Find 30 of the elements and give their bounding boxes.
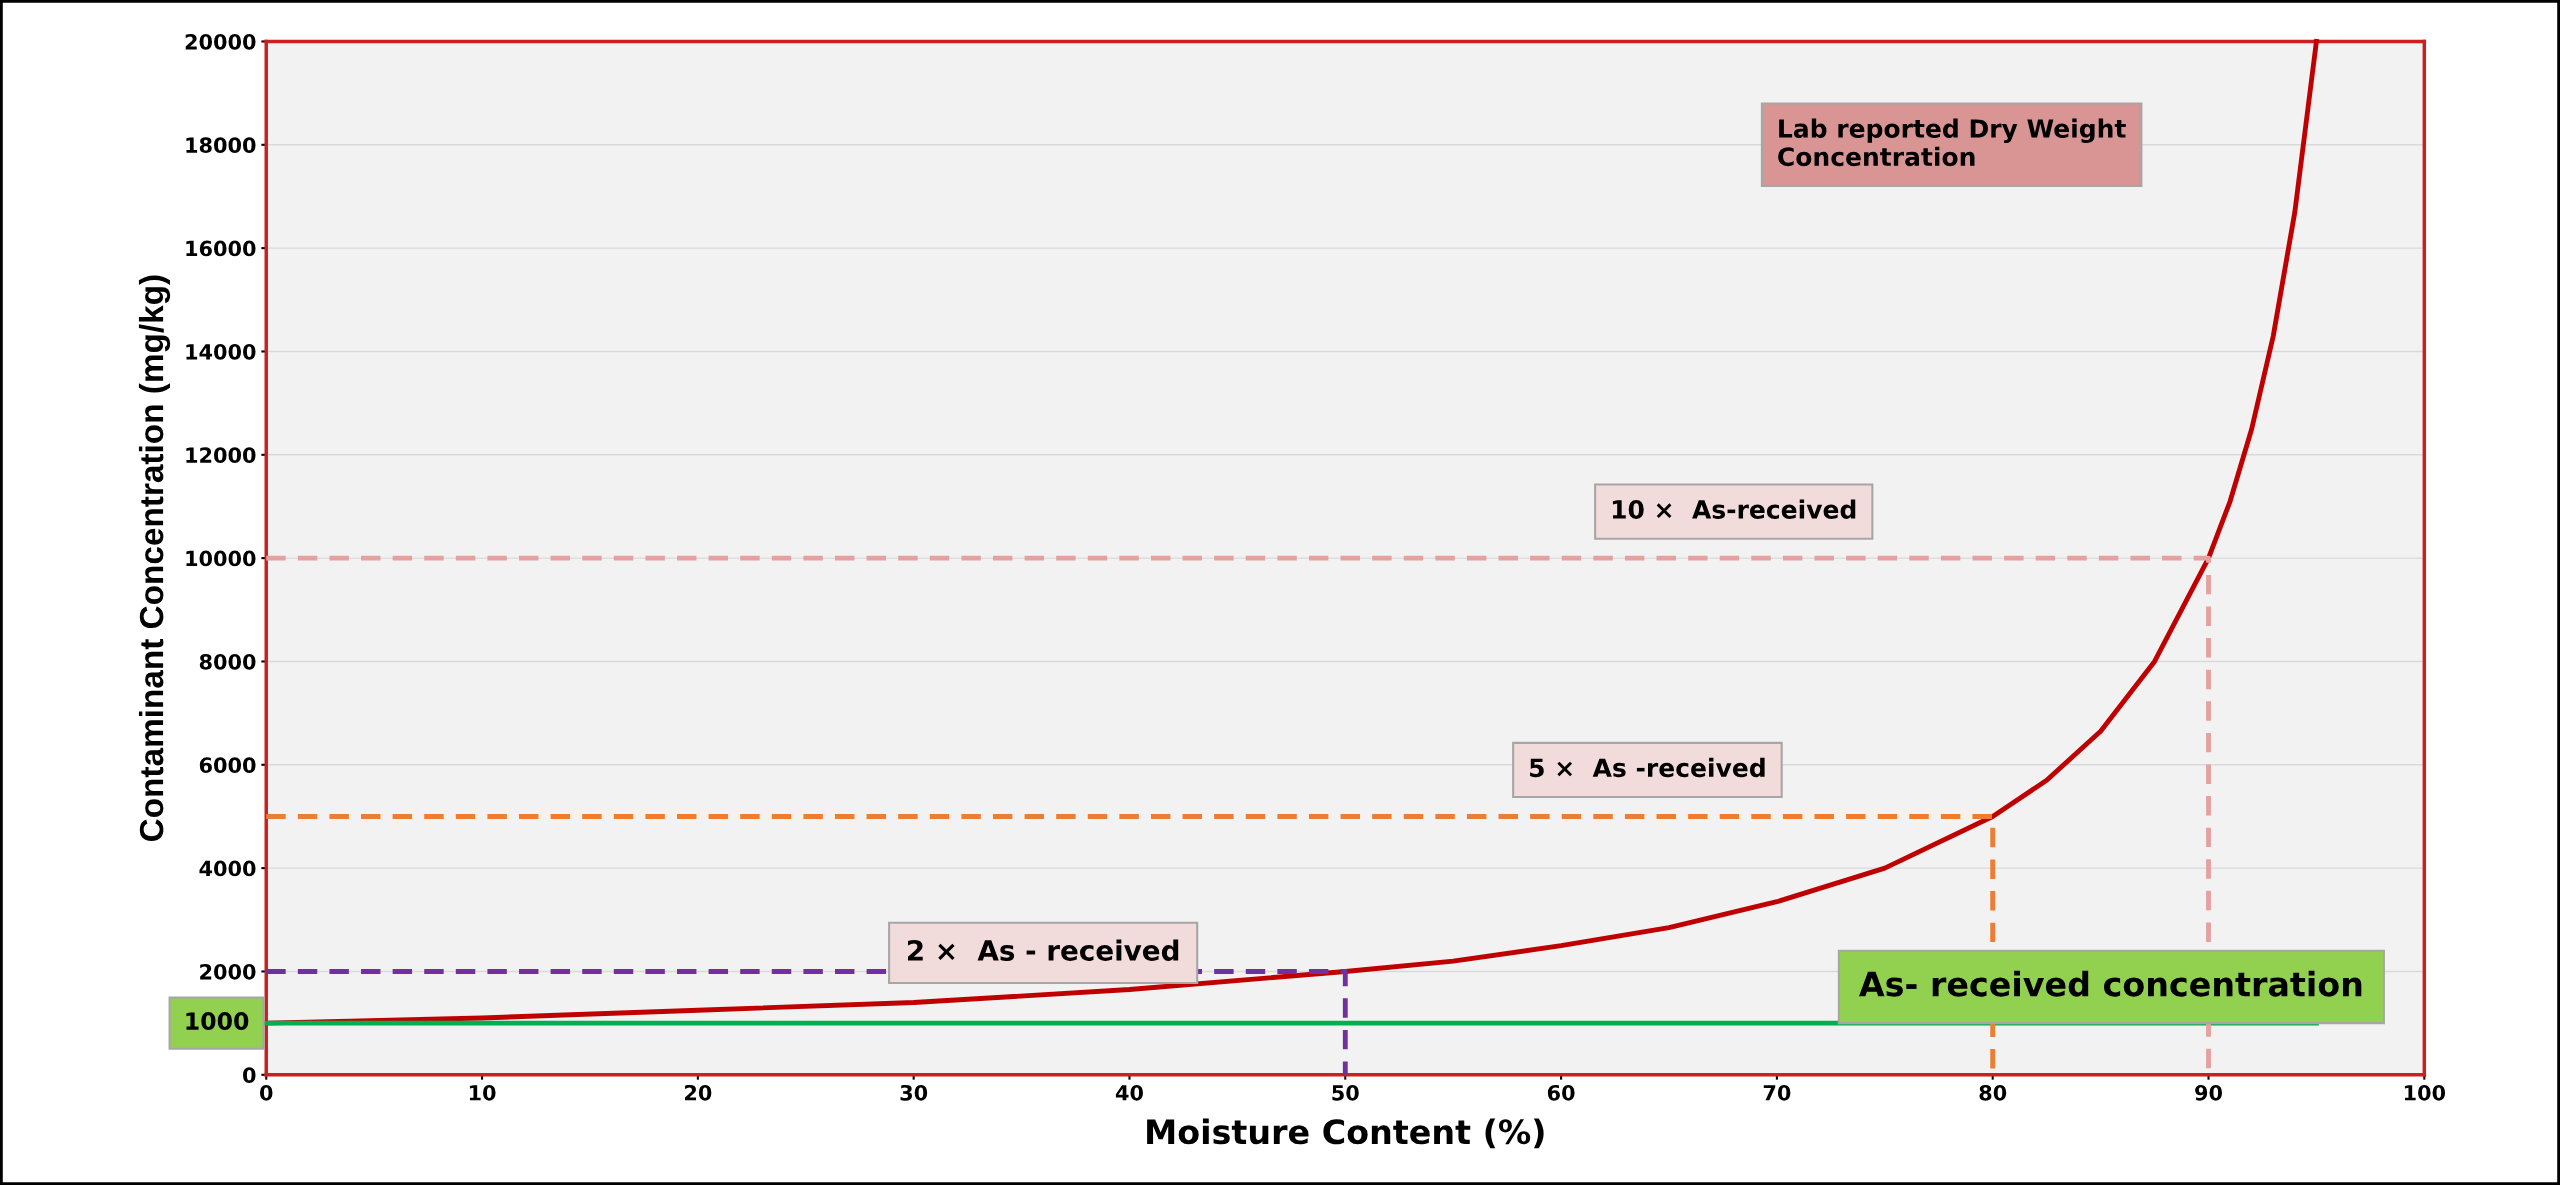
x-tick-label: 100 [2404, 1084, 2446, 1101]
y-tick-label: 20000 [185, 33, 256, 50]
y-axis-title: Contaminant Concentration (mg/kg) [138, 275, 171, 841]
y-tick-label: 2000 [200, 963, 256, 980]
y-tick-label: 12000 [186, 447, 256, 464]
x-tick-label: 50 [1332, 1084, 1359, 1101]
annotation: 10 × As-received [1612, 499, 1856, 519]
x-tick-label: 30 [900, 1084, 928, 1101]
annotation: 5 × As -received [1530, 757, 1765, 778]
y-tick-label: 4000 [199, 860, 256, 877]
y-tick-label: 8000 [199, 653, 256, 670]
x-tick-label: 70 [1763, 1084, 1791, 1101]
x-tick-label: 90 [2195, 1084, 2223, 1101]
text: 1000 [186, 1012, 249, 1030]
y-tick-label: 18000 [186, 137, 256, 154]
annotation: As- received concentration [1859, 970, 2362, 997]
x-tick-label: 40 [1115, 1084, 1143, 1101]
x-tick-label: 0 [259, 1084, 273, 1101]
x-tick-label: 20 [685, 1084, 712, 1101]
annotation: Lab reported Dry Weight Concentration [1778, 118, 2126, 167]
x-tick-label: 80 [1979, 1084, 2007, 1101]
y-tick-label: 6000 [199, 757, 256, 774]
x-tick-label: 60 [1547, 1084, 1575, 1101]
annotation: 2 × As - received [907, 939, 1179, 961]
x-tick-label: 10 [469, 1084, 496, 1101]
x-axis-title: Moisture Content (%) [1147, 1118, 1544, 1149]
y-tick-label: 10000 [186, 550, 256, 567]
y-tick-label: 14000 [186, 343, 256, 360]
y-tick-label: 16000 [186, 240, 256, 257]
y-tick-label: 0 [243, 1067, 256, 1084]
